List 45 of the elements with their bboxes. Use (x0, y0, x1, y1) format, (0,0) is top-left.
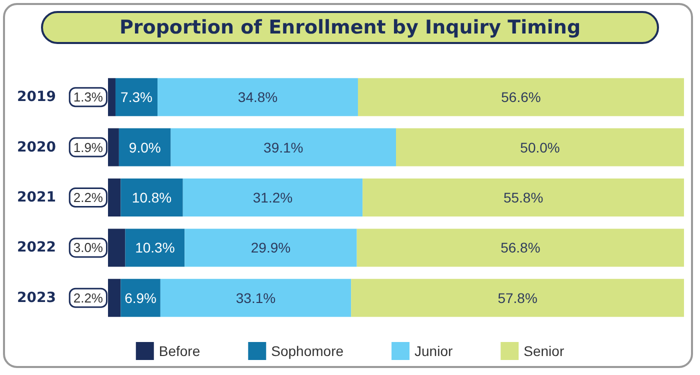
legend-label: Senior (524, 343, 564, 359)
data-label: 2.2% (73, 290, 104, 306)
bar (118, 128, 171, 166)
y-tick-label: 2019 (17, 89, 56, 106)
data-label: 10.8% (132, 190, 172, 206)
bar (351, 278, 684, 317)
y-tick-label: 2020 (17, 139, 56, 156)
data-label: 2.2% (73, 190, 104, 205)
bar (120, 278, 160, 317)
legend-label: Before (158, 343, 200, 359)
bar (125, 228, 185, 267)
data-label: 10.3% (135, 240, 175, 256)
bar (184, 228, 357, 267)
data-label: 50.0% (520, 139, 560, 156)
bar (115, 78, 158, 116)
data-label: 1.9% (73, 140, 104, 155)
data-label: 34.8% (238, 89, 278, 106)
bar (158, 78, 358, 116)
chart-title: Proportion of Enrollment by Inquiry Timing (119, 16, 581, 38)
data-label: 9.0% (128, 139, 161, 156)
data-label: 3.0% (73, 240, 104, 256)
data-label: 6.9% (124, 290, 157, 306)
data-label: 55.8% (503, 190, 544, 206)
bar (120, 178, 183, 216)
data-label: 7.3% (120, 89, 152, 106)
data-label: 29.9% (250, 240, 291, 256)
bar (358, 78, 684, 116)
y-tick-label: 2022 (17, 240, 56, 256)
y-tick-label: 2023 (17, 290, 56, 306)
data-label: 31.2% (252, 190, 293, 206)
data-label: 39.1% (264, 139, 304, 156)
data-label: 1.3% (73, 90, 104, 105)
legend-label: Junior (414, 343, 453, 359)
y-tick-label: 2021 (17, 190, 56, 206)
bar (396, 128, 684, 166)
bar (362, 178, 684, 216)
legend-label: Sophomore (271, 343, 344, 359)
bar (182, 178, 363, 216)
data-label: 56.8% (500, 240, 540, 256)
bar (160, 278, 352, 317)
data-label: 33.1% (236, 290, 276, 306)
data-label: 57.8% (498, 290, 538, 306)
bar (356, 228, 684, 267)
data-label: 56.6% (501, 89, 541, 106)
bar (170, 128, 396, 166)
